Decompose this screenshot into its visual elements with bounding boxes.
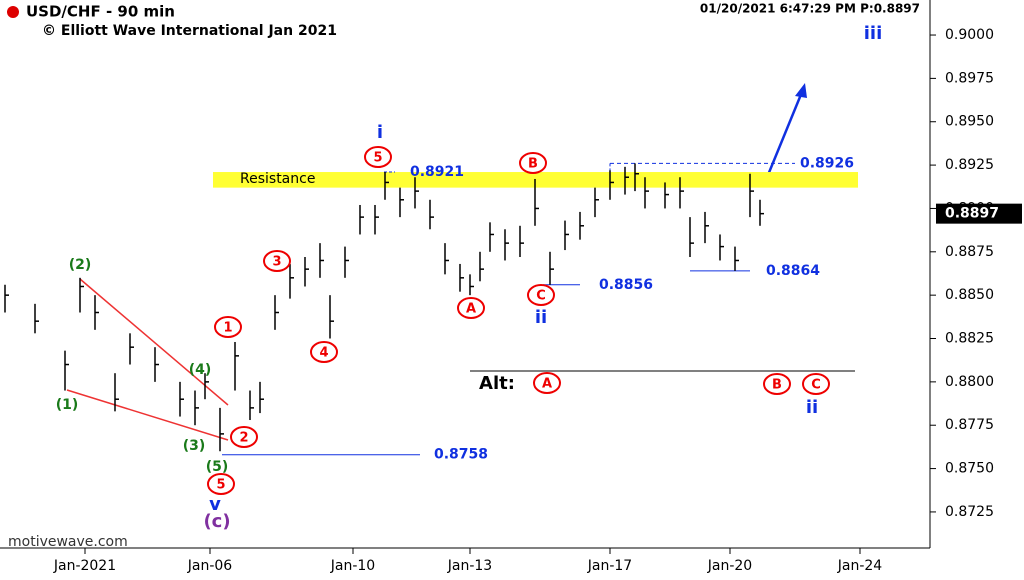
y-tick-label: 0.8975 <box>945 70 994 86</box>
wave-label: 5 <box>216 478 225 493</box>
wave-label: v <box>209 494 221 515</box>
timestamp: 01/20/2021 6:47:29 PM P:0.8897 <box>700 2 920 16</box>
title-dot <box>7 6 19 18</box>
last-price-label: 0.8897 <box>945 206 999 222</box>
wave-label: (1) <box>56 397 79 413</box>
wave-circle <box>519 152 547 174</box>
wave-label: 3 <box>272 255 281 270</box>
wave-label: C <box>536 289 546 304</box>
wave-label: (2) <box>69 257 92 273</box>
wave-circle <box>457 297 485 319</box>
wave-label: B <box>528 157 538 172</box>
arrow <box>766 91 804 176</box>
wave-label: (3) <box>183 438 206 454</box>
wave-label: Alt: <box>479 373 515 394</box>
wave-circle <box>802 373 830 395</box>
wedge-line <box>79 278 229 406</box>
wave-label: 2 <box>239 431 248 446</box>
x-tick-label: Jan-06 <box>187 558 233 574</box>
wave-label: (5) <box>206 459 229 475</box>
wave-circle <box>364 146 392 168</box>
wave-circle <box>263 250 291 272</box>
wave-circle <box>310 341 338 363</box>
x-tick-label: Jan-17 <box>587 558 632 574</box>
wave-label: A <box>466 302 476 317</box>
y-tick-label: 0.8775 <box>945 417 994 433</box>
level-label: 0.8921 <box>410 164 464 180</box>
y-tick-label: 0.8800 <box>945 374 994 390</box>
y-tick-label: 0.8950 <box>945 114 994 130</box>
chart-subtitle: © Elliott Wave International Jan 2021 <box>42 23 337 39</box>
arrow-head <box>795 83 807 98</box>
chart-title: USD/CHF - 90 min <box>26 3 175 21</box>
wave-label: ii <box>806 397 818 418</box>
watermark: motivewave.com <box>8 534 128 550</box>
y-tick-label: 0.9000 <box>945 27 994 43</box>
wedge-line <box>66 389 229 441</box>
x-tick-label: Jan-13 <box>447 558 492 574</box>
y-tick-label: 0.8725 <box>945 504 994 520</box>
wave-circle <box>230 426 258 448</box>
wave-circle <box>214 316 242 338</box>
x-tick-label: Jan-10 <box>330 558 375 574</box>
wave-label: iii <box>864 23 883 44</box>
level-label: 0.8758 <box>434 447 488 463</box>
wave-label: ii <box>535 307 547 328</box>
wave-circle <box>527 284 555 306</box>
wave-label: 4 <box>319 346 328 361</box>
wave-circle <box>533 372 561 394</box>
wave-label: A <box>542 377 552 392</box>
wave-label: i <box>377 122 383 143</box>
wave-label: 5 <box>373 151 382 166</box>
level-label: 0.8926 <box>800 155 854 171</box>
wave-label: (c) <box>203 511 230 532</box>
x-tick-label: Jan-24 <box>837 558 883 574</box>
level-label: 0.8856 <box>599 277 653 293</box>
y-tick-label: 0.8925 <box>945 157 994 173</box>
wave-circle <box>207 473 235 495</box>
wave-circle <box>763 373 791 395</box>
wave-label: (4) <box>189 362 212 378</box>
last-price-box <box>936 203 1022 224</box>
y-tick-label: 0.8875 <box>945 244 994 260</box>
resistance-label: Resistance <box>240 171 315 187</box>
y-tick-label: 0.8750 <box>945 461 994 477</box>
level-label: 0.8864 <box>766 263 820 279</box>
y-tick-label: 0.8825 <box>945 331 994 347</box>
x-tick-label: Jan-20 <box>707 558 752 574</box>
wave-label: C <box>811 378 821 393</box>
wave-label: B <box>772 378 782 393</box>
y-tick-label: 0.8850 <box>945 287 994 303</box>
wave-label: 1 <box>223 321 232 336</box>
x-tick-label: Jan-2021 <box>53 558 116 574</box>
